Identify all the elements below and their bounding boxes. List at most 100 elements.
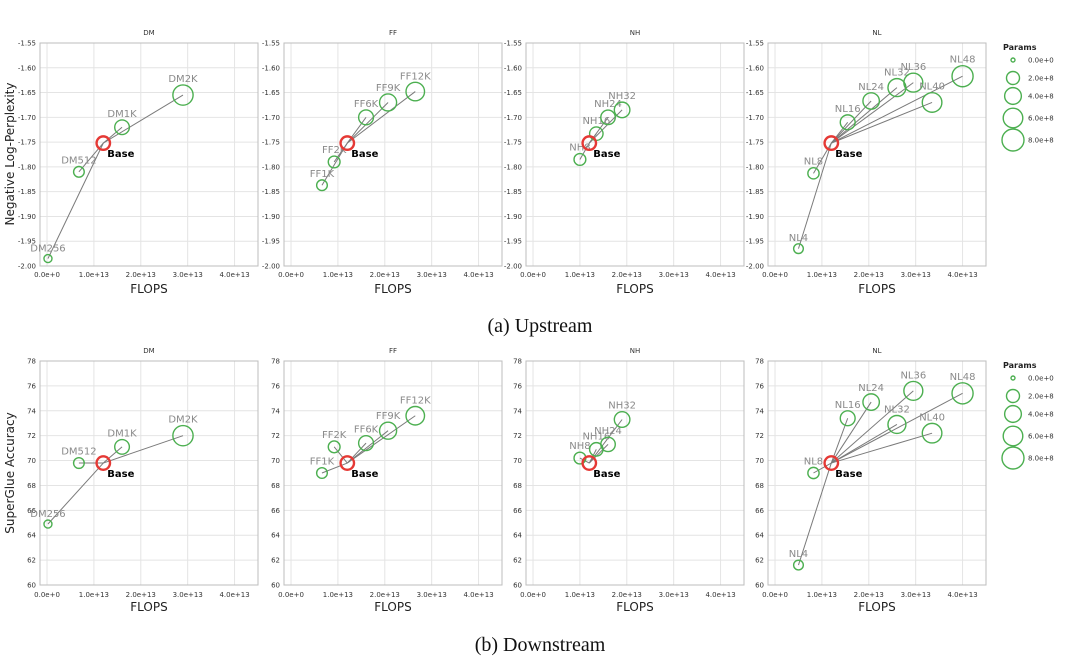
connector-line bbox=[346, 102, 389, 144]
data-label: NL24 bbox=[858, 383, 884, 394]
connector-line bbox=[813, 462, 832, 474]
x-tick-label: 1.0e+13 bbox=[79, 591, 109, 599]
y-tick-label: -1.55 bbox=[262, 40, 280, 48]
data-label: DM1K bbox=[107, 109, 137, 120]
y-tick-label: -1.65 bbox=[18, 89, 36, 97]
x-tick-label: 3.0e+13 bbox=[173, 591, 203, 599]
data-label: NL48 bbox=[950, 372, 976, 383]
legend-label: 0.0e+0 bbox=[1028, 375, 1054, 383]
y-tick-label: 76 bbox=[755, 382, 764, 390]
y-tick-label: 64 bbox=[755, 532, 764, 540]
data-point-nl36 bbox=[903, 380, 924, 402]
x-tick-label: 4.0e+13 bbox=[705, 591, 735, 599]
connector-line bbox=[831, 102, 933, 144]
data-point-dm512 bbox=[72, 457, 85, 470]
y-tick-label: 66 bbox=[27, 507, 36, 515]
y-tick-label: 78 bbox=[513, 358, 522, 366]
data-point-nl4 bbox=[792, 243, 805, 255]
y-tick-label: -1.90 bbox=[504, 213, 522, 221]
y-tick-label: -1.90 bbox=[262, 213, 280, 221]
y-tick-label: 60 bbox=[513, 582, 522, 590]
y-tick-label: -1.60 bbox=[504, 64, 522, 72]
connector-line bbox=[588, 444, 609, 464]
data-point-nl8 bbox=[807, 167, 820, 180]
facet-ff: FF 0.0e+0 1.0e+13 2.0e+13 3.0e+13 4.0e+13 FLOP… bbox=[262, 29, 503, 296]
y-tick-label: -1.85 bbox=[18, 188, 36, 196]
y-tick-label: -1.75 bbox=[262, 139, 280, 147]
plot-frame bbox=[767, 360, 987, 586]
y-tick-label: 64 bbox=[271, 532, 280, 540]
legend-symbol bbox=[1010, 375, 1016, 381]
x-tick-label: 4.0e+13 bbox=[705, 271, 735, 279]
x-tick-label: 2.0e+13 bbox=[126, 271, 156, 279]
data-point-nl40 bbox=[921, 422, 943, 444]
x-axis-title: FLOPS bbox=[374, 282, 411, 296]
data-label: NL32 bbox=[884, 404, 910, 415]
base-label: Base bbox=[835, 469, 862, 480]
connector-line bbox=[831, 75, 963, 144]
data-point-nh8 bbox=[573, 152, 587, 167]
data-label: DM2K bbox=[168, 74, 198, 85]
y-tick-label: 62 bbox=[755, 557, 764, 565]
legend-symbol bbox=[1005, 388, 1021, 404]
y-tick-label: -2.00 bbox=[18, 263, 36, 271]
y-tick-label: -1.85 bbox=[504, 188, 522, 196]
data-point-dm2k bbox=[172, 424, 194, 447]
connector-line bbox=[830, 87, 898, 144]
data-label: DM2K bbox=[168, 415, 198, 426]
y-tick-label: -2.00 bbox=[504, 263, 522, 271]
data-label: FF12K bbox=[400, 71, 431, 82]
facet-nl: NL 0.0e+0 1.0e+13 2.0e+13 3.0e+13 4.0e+13 FLOP… bbox=[746, 29, 987, 296]
y-tick-label: 64 bbox=[513, 532, 522, 540]
data-label: NL16 bbox=[835, 104, 861, 115]
x-tick-label: 1.0e+13 bbox=[565, 271, 595, 279]
data-point-nl40 bbox=[921, 91, 943, 113]
y-tick-label: 74 bbox=[513, 407, 522, 415]
y-tick-label: 64 bbox=[27, 532, 36, 540]
y-tick-label: -1.75 bbox=[746, 139, 764, 147]
x-tick-label: 2.0e+13 bbox=[854, 271, 884, 279]
y-tick-label: -1.60 bbox=[18, 64, 36, 72]
data-label: NL8 bbox=[804, 456, 823, 467]
data-point-dm1k bbox=[114, 119, 131, 136]
y-tick-label: 70 bbox=[27, 457, 36, 465]
legend-symbol bbox=[1002, 425, 1024, 447]
connector-line bbox=[102, 446, 123, 464]
connector-line bbox=[103, 94, 184, 144]
connector-line bbox=[830, 100, 872, 144]
data-label: NH24 bbox=[594, 99, 622, 110]
y-tick-label: 76 bbox=[271, 382, 280, 390]
x-axis-title: FLOPS bbox=[130, 600, 167, 614]
connector-line bbox=[103, 435, 184, 464]
y-tick-label: 72 bbox=[271, 432, 280, 440]
x-tick-label: 2.0e+13 bbox=[370, 271, 400, 279]
data-point-ff1k bbox=[315, 179, 329, 192]
x-tick-label: 4.0e+13 bbox=[219, 591, 249, 599]
facet-title: FF bbox=[389, 347, 397, 355]
y-tick-label: 76 bbox=[513, 382, 522, 390]
connector-line bbox=[830, 82, 914, 144]
legend-label: 8.0e+8 bbox=[1028, 137, 1054, 145]
data-point-nl32 bbox=[887, 414, 907, 435]
data-point-ff2k bbox=[327, 155, 341, 169]
data-label: NH8 bbox=[569, 143, 590, 154]
y-tick-label: -1.80 bbox=[18, 163, 36, 171]
plot-frame bbox=[39, 360, 259, 586]
legend: Params 0.0e+0 2.0e+8 4.0e+8 6.0e+8 8.0e+8 bbox=[1001, 361, 1054, 470]
data-label: NL40 bbox=[919, 412, 945, 423]
connector-line bbox=[321, 462, 348, 474]
data-label: DM1K bbox=[107, 429, 137, 440]
data-label: NL24 bbox=[858, 82, 884, 93]
x-tick-label: 2.0e+13 bbox=[126, 591, 156, 599]
y-tick-label: 78 bbox=[27, 358, 36, 366]
y-tick-label: -1.95 bbox=[262, 238, 280, 246]
connector-line bbox=[321, 142, 348, 186]
x-tick-label: 2.0e+13 bbox=[370, 591, 400, 599]
data-label: FF9K bbox=[376, 83, 401, 94]
x-tick-label: 3.0e+13 bbox=[659, 591, 689, 599]
y-tick-label: 74 bbox=[271, 407, 280, 415]
base-point bbox=[823, 455, 840, 471]
y-tick-label: 78 bbox=[271, 358, 280, 366]
data-point-nl36 bbox=[903, 72, 924, 93]
data-label: DM256 bbox=[30, 509, 65, 520]
